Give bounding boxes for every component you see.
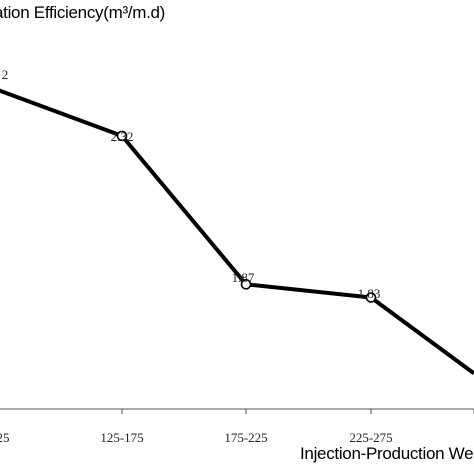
data-label: 2 [2, 67, 9, 82]
series-line [0, 88, 474, 376]
data-label: 1.83 [358, 286, 381, 301]
x-axis [0, 408, 474, 414]
x-tick-label: 175-225 [224, 430, 267, 445]
data-point [240, 279, 252, 290]
data-label: 2.32 [111, 129, 134, 144]
data-label: 1.87 [232, 270, 255, 285]
marker-layer [116, 130, 377, 303]
x-tick-label: 225-275 [349, 430, 392, 445]
series-layer [0, 88, 474, 376]
x-axis-title: Injection-Production We [300, 444, 474, 463]
x-tick-label: 25 [0, 430, 10, 445]
data-point [365, 292, 377, 303]
x-tick-label: 125-175 [100, 430, 143, 445]
tick-label-layer: 25 125-175 175-225 225-275 [0, 430, 393, 445]
data-point [116, 130, 128, 142]
data-label-layer: 2 2.32 1.87 1.83 [2, 67, 381, 301]
y-axis-title: ation Efficiency(m³/m.d) [0, 3, 166, 22]
